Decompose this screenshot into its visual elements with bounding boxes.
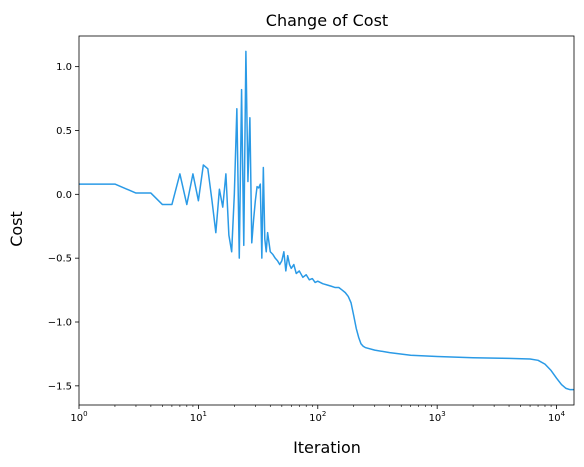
x-tick-label-2: 102 [309, 410, 326, 424]
plot-frame [78, 35, 575, 406]
y-tick-label-1: 0.5 [56, 126, 72, 137]
y-axis-label: Cost [7, 211, 26, 247]
x-tick-label-0: 100 [70, 410, 87, 424]
y-tick-label-4: −1.0 [48, 318, 72, 329]
x-tick-label-4: 104 [548, 410, 566, 424]
series-line-0 [79, 50, 574, 391]
y-tick-label-2: 0.0 [56, 190, 72, 201]
y-tick-label-3: −0.5 [48, 254, 72, 265]
x-tick-label-3: 103 [429, 410, 446, 424]
chart-title: Change of Cost [266, 11, 388, 30]
y-tick-label-5: −1.5 [48, 381, 72, 392]
y-tick-label-0: 1.0 [56, 62, 72, 73]
x-axis-label: Iteration [293, 438, 361, 457]
plot-area: 100 101 102 103 104 1.0 0.5 0.0 −0.5 −1.0 −1.5 [48, 35, 575, 424]
x-tick-label-1: 101 [190, 410, 207, 424]
